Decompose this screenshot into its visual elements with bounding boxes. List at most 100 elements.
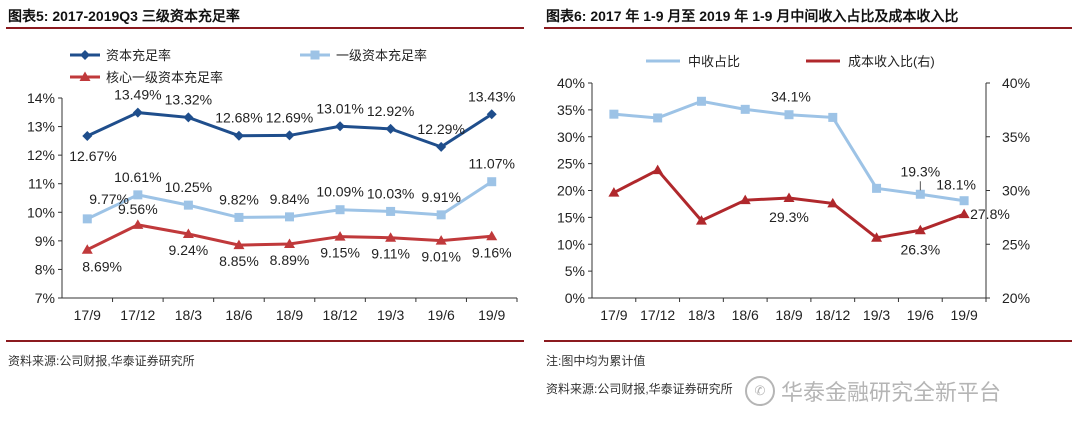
watermark: ✆ 华泰金融研究全新平台 (745, 376, 1001, 406)
x-tick-label: 19/6 (907, 307, 934, 323)
x-tick-label: 19/6 (428, 307, 455, 323)
data-label: 9.24% (169, 242, 209, 258)
data-point (608, 187, 620, 197)
data-label: 9.16% (472, 244, 512, 260)
right-y-tick-label: 35% (1002, 129, 1030, 145)
data-point (386, 206, 396, 216)
data-label: 8.69% (82, 259, 122, 275)
data-point (132, 107, 143, 118)
data-point (435, 235, 447, 245)
data-label: 9.01% (421, 249, 461, 265)
data-point (81, 244, 93, 254)
data-label: 26.3% (900, 241, 940, 257)
data-point (335, 121, 346, 132)
data-label: 9.15% (320, 245, 360, 261)
legend-label: 成本收入比(右) (848, 54, 935, 69)
watermark-text: 华泰金融研究全新平台 (781, 380, 1002, 405)
data-label: 13.43% (468, 88, 515, 104)
left-y-tick-label: 30% (557, 129, 585, 145)
x-tick-label: 19/3 (863, 307, 890, 323)
left-source: 资料来源:公司财报,华泰证券研究所 (8, 354, 195, 368)
data-point (653, 113, 663, 123)
right-chart-panel: 图表6: 2017 年 1-9 月至 2019 年 1-9 月中间收入占比及成本… (538, 0, 1080, 436)
right-note: 注:图中均为累计值 (546, 354, 646, 368)
data-label: 9.11% (371, 246, 410, 262)
data-label: 10.25% (165, 179, 212, 195)
x-tick-label: 18/9 (775, 307, 802, 323)
data-point (234, 212, 244, 222)
data-point (233, 239, 245, 250)
legend-label: 中收占比 (688, 54, 740, 69)
right-y-tick-label: 40% (1002, 75, 1030, 91)
data-point (958, 208, 970, 219)
x-tick-label: 18/9 (276, 307, 303, 323)
data-label: 12.67% (69, 148, 116, 164)
data-point (827, 197, 839, 208)
y-tick-label: 10% (27, 204, 55, 220)
right-chart-title: 图表6: 2017 年 1-9 月至 2019 年 1-9 月中间收入占比及成本… (546, 8, 959, 24)
data-point (82, 214, 92, 224)
data-label: 13.01% (316, 100, 363, 116)
right-chart: 0% 5% 10% 15% 20% 25% 30% 35% 40% 20% 25% 30% 35% 40%… (557, 54, 1030, 323)
y-tick-label: 12% (27, 147, 55, 163)
y-tick-label: 11% (28, 176, 55, 192)
data-point (182, 228, 194, 238)
x-tick-label: 17/9 (74, 307, 101, 323)
data-point (696, 96, 706, 106)
data-label: 13.49% (114, 87, 161, 103)
right-y-tick-label: 30% (1002, 183, 1030, 199)
data-label: 12.69% (266, 109, 313, 125)
legend-marker (80, 50, 90, 60)
data-point (284, 130, 295, 141)
data-label: 12.68% (215, 110, 262, 126)
legend-label: 核心一级资本充足率 (106, 70, 223, 85)
data-label: 27.8% (970, 206, 1010, 222)
x-tick-label: 18/12 (815, 307, 850, 323)
left-y-tick-label: 25% (557, 156, 585, 172)
x-tick-label: 17/12 (640, 307, 675, 323)
x-tick-label: 18/3 (688, 307, 715, 323)
right-y-tick-label: 25% (1002, 236, 1030, 252)
left-y-tick-label: 10% (557, 236, 585, 252)
y-tick-label: 7% (35, 290, 55, 306)
x-tick-label: 17/12 (120, 307, 155, 323)
x-tick-label: 18/3 (175, 307, 202, 323)
x-tick-label: 19/3 (377, 307, 404, 323)
y-tick-label: 9% (35, 233, 55, 249)
data-label: 9.84% (270, 191, 310, 207)
data-label: 9.91% (421, 189, 461, 205)
right-footer-rule (544, 340, 1072, 342)
y-tick-label: 14% (27, 90, 55, 106)
data-point (233, 130, 244, 141)
data-point (609, 109, 619, 119)
data-point (740, 104, 750, 114)
data-point (334, 231, 346, 241)
data-label: 12.92% (367, 103, 414, 119)
data-point (486, 230, 498, 241)
right-source: 资料来源:公司财报,华泰证券研究所 (546, 382, 733, 396)
data-label: 13.32% (165, 91, 212, 107)
data-label: 10.03% (367, 185, 414, 201)
data-point (132, 219, 144, 229)
data-label: 11.07% (468, 156, 514, 172)
data-point (959, 196, 969, 206)
data-point (436, 141, 447, 152)
left-y-tick-label: 40% (557, 75, 585, 91)
data-label: 10.09% (316, 184, 363, 200)
x-tick-label: 17/9 (600, 307, 627, 323)
data-point (385, 232, 397, 242)
data-label: 29.3% (769, 209, 809, 225)
data-point (871, 232, 883, 242)
left-y-tick-label: 15% (557, 209, 585, 225)
data-point (486, 109, 497, 120)
data-label: 10.61% (114, 169, 161, 185)
data-point (183, 200, 193, 210)
x-tick-label: 18/6 (225, 307, 252, 323)
data-label: 18.1% (936, 177, 976, 193)
y-tick-label: 13% (27, 119, 55, 135)
legend-label: 一级资本充足率 (336, 48, 427, 63)
data-point (914, 224, 926, 235)
data-point (133, 190, 143, 200)
left-y-tick-label: 5% (565, 263, 585, 279)
wechat-icon: ✆ (745, 376, 775, 406)
